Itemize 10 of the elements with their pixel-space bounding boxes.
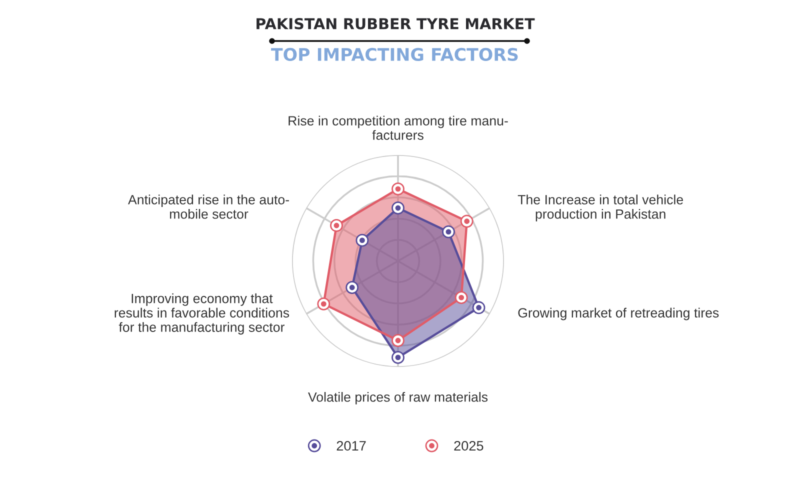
spoke-label: Volatile prices of raw materials bbox=[308, 392, 488, 404]
spoke-label: Improving economy that results in favorable conditions for the manufacturing sector bbox=[114, 293, 290, 335]
spoke-label: Anticipated rise in the auto- mobile sector bbox=[128, 194, 289, 219]
chart-title: PAKISTAN RUBBER TYRE MARKET bbox=[256, 18, 535, 30]
spoke-label: Growing market of retreading tires bbox=[518, 308, 719, 320]
chart-subtitle: TOP IMPACTING FACTORS bbox=[271, 48, 518, 62]
spoke-label: The Increase in total vehicle production in Pakistan bbox=[518, 194, 683, 222]
spoke-label: Rise in competition among tire manu- facturers bbox=[288, 116, 508, 140]
legend-label: 2025 bbox=[454, 441, 484, 451]
legend-label: 2017 bbox=[336, 441, 366, 451]
